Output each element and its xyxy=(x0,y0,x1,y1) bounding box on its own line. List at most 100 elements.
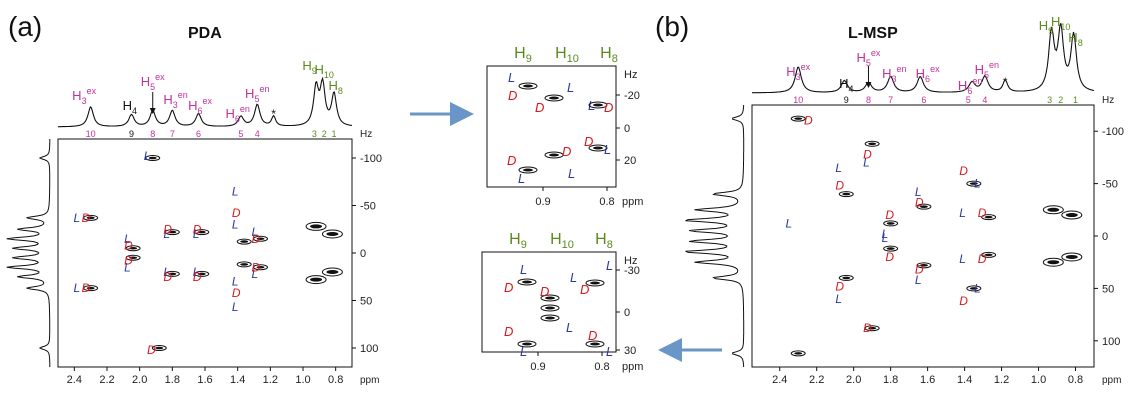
label-l: L xyxy=(232,275,239,289)
label-l: L xyxy=(163,265,170,279)
cross-peak xyxy=(1042,205,1064,215)
zoom-x-tick-label: 0.9 xyxy=(530,361,545,373)
cross-peak-core xyxy=(197,272,206,276)
label-d: D xyxy=(508,88,517,103)
cross-peak-core xyxy=(148,156,157,160)
zoom-ppm-unit: ppm xyxy=(622,361,643,373)
panel-a-letter: (a) xyxy=(8,11,42,42)
cross-peak-core xyxy=(794,352,803,355)
panel-a: 2.4 2.2 2.0 1.8 1.6 1.4 1.2 1.0 0.8 ppm -100 -50 0 50… xyxy=(6,58,382,386)
cross-peak xyxy=(164,270,180,277)
cross-peak-core xyxy=(969,182,978,185)
zoom-peak-core xyxy=(549,153,559,157)
cross-peak-core xyxy=(919,205,928,208)
cross-peak xyxy=(83,285,99,292)
cross-peak-core xyxy=(984,215,993,219)
zoom-ppm-unit: ppm xyxy=(622,196,643,208)
label-l: L xyxy=(232,218,239,232)
label-d: D xyxy=(562,144,571,159)
cross-peak xyxy=(1042,257,1064,267)
label-d: D xyxy=(885,208,894,222)
label-l: L xyxy=(835,292,842,306)
label-l: L xyxy=(567,80,574,95)
label-l: L xyxy=(163,227,170,241)
cross-peak xyxy=(981,214,997,221)
cross-peak-core xyxy=(1047,207,1060,212)
site-number: 7 xyxy=(170,129,175,139)
x-tick-label: 1.2 xyxy=(994,374,1009,386)
label-d: D xyxy=(507,153,516,168)
cross-peak xyxy=(321,229,343,239)
zoom-peak-core xyxy=(593,103,603,107)
site-number: 10 xyxy=(793,95,803,105)
hz-unit: Hz xyxy=(360,129,372,140)
zoom-peak-core xyxy=(523,168,533,172)
zoom-peak xyxy=(517,340,537,348)
peak-label: H10 xyxy=(315,62,334,80)
x-tick-label: 1.8 xyxy=(165,374,180,386)
peak-label: H8 xyxy=(328,78,342,96)
zoom-peak-core xyxy=(590,342,600,346)
cross-peak xyxy=(838,191,854,198)
star-marker: * xyxy=(271,107,276,121)
zoom-header-label: H9 xyxy=(514,45,532,65)
label-d: D xyxy=(959,294,968,308)
label-d: D xyxy=(252,260,261,274)
label-l: L xyxy=(604,142,611,157)
cross-peak-core xyxy=(886,222,895,225)
label-l: L xyxy=(508,70,515,85)
cross-peak xyxy=(966,180,982,187)
label-d: D xyxy=(978,252,987,266)
label-d: D xyxy=(915,263,924,277)
zoom-frame xyxy=(481,251,617,353)
cross-peak-core xyxy=(868,142,877,146)
site-number: 9 xyxy=(129,129,134,139)
label-d: D xyxy=(863,147,872,161)
label-d: D xyxy=(252,232,261,246)
cross-peak xyxy=(253,264,269,271)
cross-peak-core xyxy=(155,346,164,350)
zoom-header-label: H8 xyxy=(600,45,618,65)
panel-b-title: L-MSP xyxy=(848,25,898,42)
x-tick-label: 2.2 xyxy=(809,374,824,386)
label-l: L xyxy=(232,184,239,198)
zoom-hz-unit: Hz xyxy=(624,69,637,81)
label-l: L xyxy=(959,252,966,266)
cross-peak xyxy=(253,235,269,242)
peak-label: H5ex xyxy=(857,48,881,68)
label-d: D xyxy=(804,114,813,128)
zoom-peak xyxy=(540,294,560,302)
y-tick-label: 0 xyxy=(360,248,366,260)
cross-peak-core xyxy=(969,287,978,290)
zoom-peak xyxy=(518,166,538,174)
label-d: D xyxy=(863,321,872,335)
label-d: D xyxy=(82,281,91,295)
zoom-peak xyxy=(518,82,538,90)
label-d: D xyxy=(124,238,133,252)
cross-peak xyxy=(966,285,982,292)
label-d: D xyxy=(163,222,172,236)
label-l: L xyxy=(568,166,575,181)
site-number: 7 xyxy=(888,95,893,105)
cross-peak xyxy=(305,221,327,231)
cross-peak-core xyxy=(919,264,928,267)
cross-peak xyxy=(236,261,252,268)
cross-peak xyxy=(864,140,880,147)
label-d: D xyxy=(915,195,924,209)
cross-peak xyxy=(1061,252,1083,262)
cross-peak xyxy=(236,238,252,245)
x-axis-unit: ppm xyxy=(1102,375,1121,386)
zoom-peak xyxy=(544,94,564,102)
panel-a-title: PDA xyxy=(188,25,222,42)
top-spectrum xyxy=(751,23,1095,94)
x-tick-label: 1.6 xyxy=(197,374,212,386)
label-l: L xyxy=(252,225,259,239)
cross-peak-core xyxy=(326,270,339,274)
y-tick-label: 50 xyxy=(1102,283,1114,295)
star-marker: * xyxy=(1003,75,1008,89)
peak-label: H5en xyxy=(975,60,999,80)
cross-peak-core xyxy=(842,276,851,280)
site-number: 4 xyxy=(255,129,260,139)
